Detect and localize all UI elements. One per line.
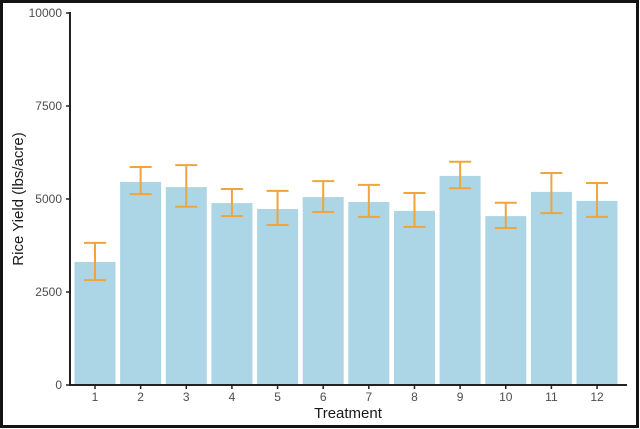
x-tick-label: 2 xyxy=(137,390,144,404)
bar xyxy=(302,197,344,385)
bars-group xyxy=(74,175,618,385)
ticks-group xyxy=(66,12,598,389)
bar xyxy=(348,202,390,385)
bar xyxy=(257,209,299,385)
x-tick-label: 5 xyxy=(274,390,281,404)
x-tick-label: 7 xyxy=(365,390,372,404)
error-bars-group xyxy=(84,160,609,282)
x-tick-label: 10 xyxy=(499,390,513,404)
bar xyxy=(211,203,253,385)
bar xyxy=(530,191,572,385)
y-tick-label: 7500 xyxy=(35,99,62,113)
y-tick-label: 0 xyxy=(55,378,62,392)
x-tick-label: 8 xyxy=(411,390,418,404)
x-tick-label: 12 xyxy=(590,390,604,404)
y-tick-label: 10000 xyxy=(29,6,63,20)
bar xyxy=(74,261,116,385)
bar xyxy=(439,175,481,385)
bar xyxy=(394,210,435,385)
y-axis-title: Rice Yield (lbs/acre) xyxy=(10,132,27,265)
y-tick-label: 2500 xyxy=(35,285,62,299)
bar xyxy=(120,181,162,385)
x-tick-label: 3 xyxy=(183,390,190,404)
x-axis-title: Treatment xyxy=(314,405,383,422)
bar xyxy=(576,200,618,385)
x-tick-label: 1 xyxy=(92,390,99,404)
bar xyxy=(165,187,207,385)
bar xyxy=(485,216,527,385)
x-tick-label: 9 xyxy=(457,390,464,404)
x-tick-label: 4 xyxy=(229,390,236,404)
x-tick-label: 6 xyxy=(320,390,327,404)
x-tick-label: 11 xyxy=(545,390,558,404)
y-tick-label: 5000 xyxy=(35,192,62,206)
